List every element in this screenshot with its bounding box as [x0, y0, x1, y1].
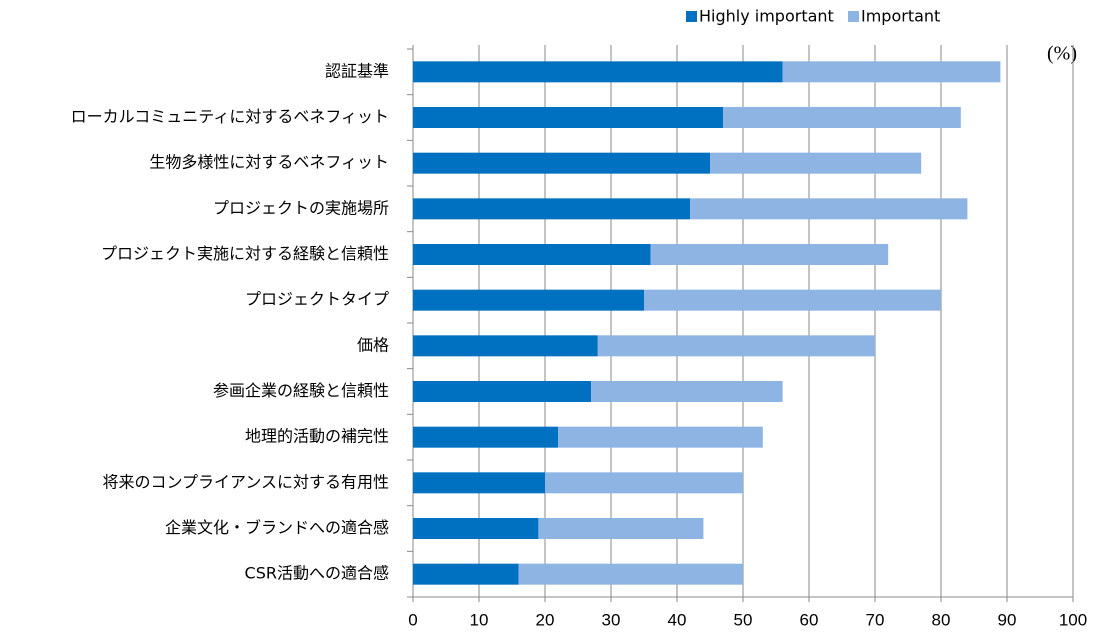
- bar-segment: [538, 518, 704, 539]
- x-tick-label: 70: [866, 610, 885, 629]
- y-tick-label: プロジェクトタイプ: [245, 290, 389, 309]
- y-tick-label: ローカルコミュニティに対するベネフィット: [71, 107, 389, 126]
- bar-segment: [413, 244, 651, 265]
- bar-segment: [413, 61, 783, 83]
- bar-segment: [710, 152, 922, 174]
- x-tick-label: 40: [668, 610, 687, 629]
- bar-segment: [545, 472, 743, 494]
- legend-swatch: [686, 11, 697, 22]
- legend-label: Highly important: [699, 7, 834, 26]
- y-tick-label: プロジェクトの実施場所: [213, 198, 389, 217]
- bar-segment: [591, 381, 783, 402]
- x-tick-label: 50: [734, 610, 753, 629]
- bar-segment: [413, 381, 592, 402]
- y-tick-label: プロジェクト実施に対する経験と信頼性: [101, 244, 389, 263]
- y-tick-label: 生物多様性に対するベネフィット: [149, 153, 389, 172]
- y-tick-label: CSR活動への適合感: [245, 564, 389, 583]
- x-tick-label: 80: [932, 610, 951, 629]
- bar-segment: [690, 198, 968, 220]
- x-tick-label: 20: [536, 610, 555, 629]
- unit-label: (%): [1047, 43, 1077, 65]
- y-tick-label: 将来のコンプライアンスに対する有用性: [102, 472, 389, 491]
- y-tick-label: 価格: [357, 335, 389, 354]
- bar-segment: [413, 472, 545, 494]
- bar-segment: [413, 518, 539, 539]
- bar-segment: [413, 335, 598, 357]
- x-tick-label: 30: [602, 610, 621, 629]
- legend-label: Important: [861, 7, 940, 26]
- x-tick-label: 60: [800, 610, 819, 629]
- bar-segment: [518, 563, 743, 585]
- y-tick-label: 地理的活動の補完性: [245, 427, 389, 446]
- bar-segment: [597, 335, 875, 357]
- bar-segment: [413, 198, 691, 220]
- bar-segment: [558, 426, 763, 448]
- bar-segment: [782, 61, 1001, 83]
- x-tick-label: 90: [998, 610, 1017, 629]
- bar-segment: [644, 289, 941, 311]
- bar-segment: [413, 563, 519, 585]
- y-tick-label: 企業文化・ブランドへの適合感: [165, 518, 389, 537]
- x-tick-label: 0: [408, 610, 417, 629]
- x-tick-label: 100: [1059, 610, 1087, 629]
- bar-segment: [650, 244, 889, 265]
- bar-segment: [723, 107, 961, 128]
- bar-segment: [413, 152, 710, 174]
- y-tick-label: 認証基準: [325, 61, 389, 80]
- bar-segment: [413, 289, 644, 311]
- x-tick-label: 10: [470, 610, 489, 629]
- legend-swatch: [848, 11, 859, 22]
- bar-segment: [413, 107, 724, 128]
- bar-segment: [413, 426, 559, 448]
- y-tick-label: 参画企業の経験と信頼性: [213, 381, 389, 400]
